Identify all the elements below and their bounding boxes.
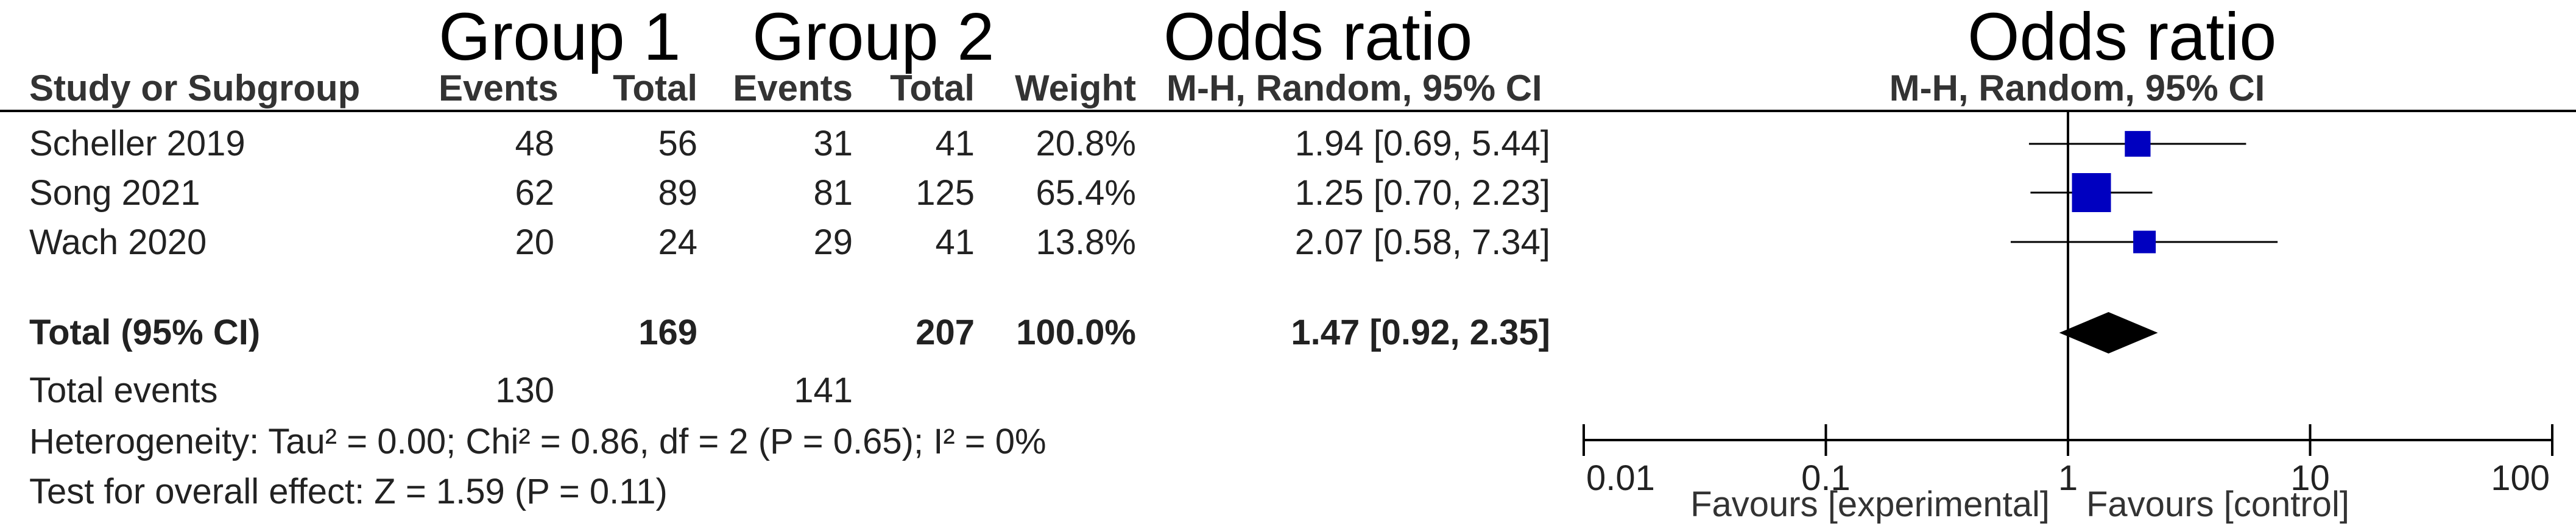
study-name: Wach 2020 <box>29 222 207 262</box>
col-weight: Weight <box>1015 68 1136 108</box>
col-study: Study or Subgroup <box>29 68 361 108</box>
odds-ratio-header-left: Odds ratio <box>1163 0 1473 74</box>
total-events-label: Total events <box>29 371 218 410</box>
overall-effect-text: Test for overall effect: Z = 1.59 (P = 0… <box>29 472 668 511</box>
group2-header: Group 2 <box>752 0 995 74</box>
total1: 169 <box>638 313 697 352</box>
total2: 41 <box>935 222 975 262</box>
total-odds-ratio-ci: 1.47 [0.92, 2.35] <box>1291 313 1550 352</box>
x-tick-label: 1 <box>2058 458 2078 498</box>
total1: 24 <box>658 222 697 262</box>
odds-ratio-ci: 1.94 [0.69, 5.44] <box>1294 124 1550 163</box>
group1-header: Group 1 <box>439 0 681 74</box>
events2: 29 <box>813 222 853 262</box>
x-tick-label: 10 <box>2290 458 2330 498</box>
odds-ratio-ci: 2.07 [0.58, 7.34] <box>1294 222 1550 262</box>
study-name: Scheller 2019 <box>29 124 245 163</box>
col-method-right: M-H, Random, 95% CI <box>1889 68 2265 108</box>
weight: 65.4% <box>1036 173 1136 213</box>
study-name: Song 2021 <box>29 173 200 213</box>
odds-ratio-header-right: Odds ratio <box>1967 0 2277 74</box>
odds-ratio-ci: 1.25 [0.70, 2.23] <box>1294 173 1550 213</box>
weight: 20.8% <box>1036 124 1136 163</box>
x-tick-label: 0.01 <box>1586 458 1655 498</box>
total1: 89 <box>658 173 697 213</box>
events2: 81 <box>813 173 853 213</box>
total-weight: 100.0% <box>1016 313 1136 352</box>
study-marker <box>2072 173 2111 212</box>
study-marker <box>2125 130 2151 157</box>
total2: 125 <box>916 173 975 213</box>
favours-left-label: Favours [experimental] <box>1690 485 2050 524</box>
total-events1: 130 <box>495 371 554 410</box>
x-tick-label: 0.1 <box>1801 458 1851 498</box>
header-divider <box>0 110 2576 112</box>
events2: 31 <box>813 124 853 163</box>
total-events2: 141 <box>794 371 853 410</box>
weight: 13.8% <box>1036 222 1136 262</box>
events1: 62 <box>515 173 554 213</box>
total1: 56 <box>658 124 697 163</box>
x-tick-label: 100 <box>2491 458 2550 498</box>
total2: 41 <box>935 124 975 163</box>
col-method-left: M-H, Random, 95% CI <box>1166 68 1542 108</box>
col-total2: Total <box>890 68 975 108</box>
favours-right-label: Favours [control] <box>2086 485 2349 524</box>
total2: 207 <box>916 313 975 352</box>
col-total1: Total <box>613 68 697 108</box>
events1: 48 <box>515 124 554 163</box>
study-marker <box>2133 230 2156 254</box>
events1: 20 <box>515 222 554 262</box>
heterogeneity-text: Heterogeneity: Tau² = 0.00; Chi² = 0.86,… <box>29 422 1046 461</box>
pooled-diamond <box>2059 312 2158 354</box>
total-label: Total (95% CI) <box>29 313 261 352</box>
col-events1: Events <box>439 68 559 108</box>
col-events2: Events <box>733 68 853 108</box>
